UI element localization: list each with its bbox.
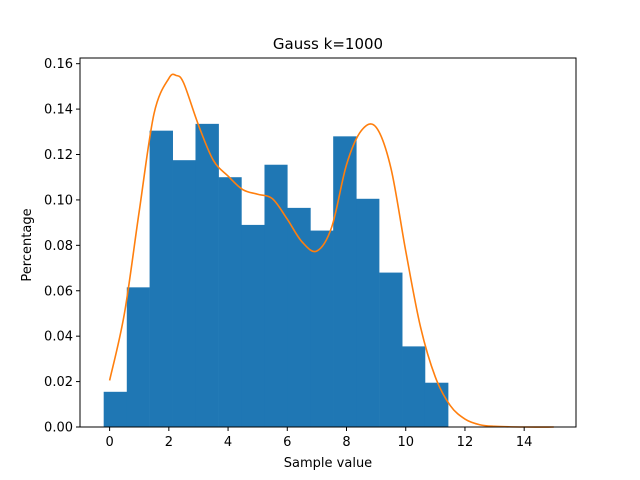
y-tick-label: 0.14 <box>44 103 73 118</box>
histogram-bar <box>195 123 219 428</box>
chart-title: Gauss k=1000 <box>273 35 383 53</box>
x-axis-ticks: 0 2 4 6 8 10 12 14 <box>105 427 532 450</box>
x-tick-label: 14 <box>516 435 533 450</box>
y-axis-ticks: 0.00 0.02 0.04 0.06 0.08 0.10 0.12 0.14 0.16 <box>44 57 80 436</box>
x-tick-label: 4 <box>224 435 232 450</box>
x-tick-label: 12 <box>457 435 474 450</box>
axes-frame <box>79 57 577 428</box>
x-tick-label: 2 <box>165 435 173 450</box>
y-axis-label: Percentage <box>20 208 35 281</box>
histogram-bar <box>379 272 403 427</box>
y-tick-label: 0.10 <box>44 193 73 208</box>
histogram-bar <box>402 346 426 427</box>
y-tick-label: 0.12 <box>44 148 73 163</box>
histogram-bar <box>241 224 265 427</box>
histogram-bar <box>310 230 334 427</box>
histogram-bar <box>172 160 196 427</box>
histogram-bar <box>356 198 380 427</box>
histogram-bar <box>149 130 173 427</box>
y-tick-label: 0.06 <box>44 284 73 299</box>
y-tick-label: 0.02 <box>44 375 73 390</box>
histogram-bar <box>264 164 288 428</box>
histogram-bar <box>126 287 150 427</box>
y-tick-label: 0.08 <box>44 239 73 254</box>
x-tick-label: 6 <box>283 435 291 450</box>
histogram-bar <box>333 136 357 427</box>
density-curve <box>108 73 554 428</box>
histogram-bar <box>287 207 311 427</box>
y-tick-label: 0.00 <box>44 421 73 436</box>
x-tick-label: 0 <box>105 435 113 450</box>
histogram-bar <box>103 391 128 427</box>
histogram-bar <box>218 177 242 427</box>
x-axis-label: Sample value <box>284 456 372 471</box>
y-tick-label: 0.04 <box>44 330 73 345</box>
histogram-bars <box>103 123 449 428</box>
density-curve-layer <box>108 73 554 428</box>
histogram-bar <box>424 382 449 427</box>
y-tick-label: 0.16 <box>44 57 73 72</box>
x-tick-label: 10 <box>397 435 414 450</box>
x-tick-label: 8 <box>342 435 350 450</box>
